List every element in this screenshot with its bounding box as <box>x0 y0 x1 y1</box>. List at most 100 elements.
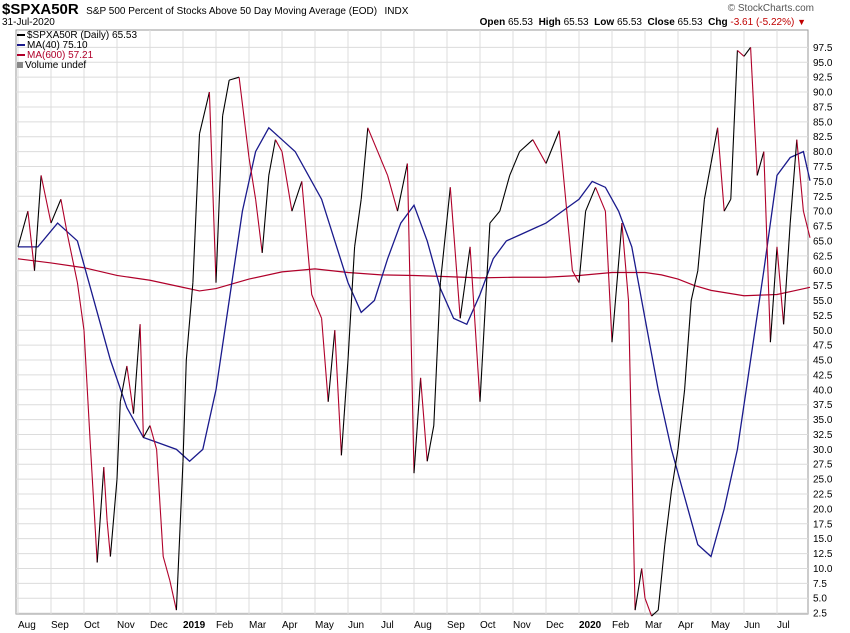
y-tick-label: 5.0 <box>813 594 827 605</box>
price-segment <box>634 568 643 611</box>
price-segment <box>756 151 765 176</box>
price-segment <box>657 544 666 611</box>
price-segment <box>697 199 705 271</box>
high-label: High <box>538 17 561 28</box>
price-segment <box>76 282 85 331</box>
y-tick-label: 10.0 <box>813 564 833 575</box>
price-segment <box>776 246 785 325</box>
price-segment <box>743 47 752 57</box>
y-tick-label: 47.5 <box>813 341 833 352</box>
price-segment <box>703 163 712 200</box>
change-value: -3.61 (-5.22%) <box>730 17 795 28</box>
price-segment <box>354 199 362 247</box>
x-tick-label: Oct <box>84 620 100 631</box>
y-tick-label: 52.5 <box>813 311 833 322</box>
price-segment <box>717 127 725 212</box>
x-tick-label: May <box>315 620 334 631</box>
chart-header: $SPXA50R S&P 500 Percent of Stocks Above… <box>0 0 850 30</box>
price-segment <box>327 330 336 402</box>
price-segment <box>60 199 69 236</box>
price-segment <box>156 449 164 557</box>
down-triangle-icon: ▼ <box>797 17 806 27</box>
chart-legend: $SPXA50R (Daily) 65.53 MA(40) 75.10 MA(6… <box>17 31 137 71</box>
ohlc-readout: Open 65.53 High 65.53 Low 65.53 Close 65… <box>480 17 806 28</box>
price-segment <box>670 449 679 492</box>
price-segment <box>763 151 771 343</box>
price-segment <box>119 365 128 402</box>
price-segment <box>651 609 659 617</box>
legend-ma600-label: MA(600) 57.21 <box>27 50 94 61</box>
price-segment <box>162 556 171 581</box>
y-tick-label: 32.5 <box>813 430 833 441</box>
price-segment <box>684 300 692 390</box>
legend-ma40: MA(40) 75.10 <box>17 41 137 51</box>
x-tick-label: Dec <box>546 620 564 631</box>
x-tick-label: Aug <box>18 620 36 631</box>
open-value: 65.53 <box>507 17 533 28</box>
x-tick-label: Mar <box>249 620 267 631</box>
x-tick-label: Jun <box>348 620 364 631</box>
price-segment <box>33 175 42 271</box>
x-tick-label: Aug <box>414 620 432 631</box>
price-segment <box>571 270 580 283</box>
price-segment <box>519 139 534 153</box>
x-tick-label: Sep <box>51 620 69 631</box>
price-segment <box>420 377 428 462</box>
x-tick-label: 2019 <box>183 620 206 631</box>
x-tick-label: Jul <box>381 620 394 631</box>
brand-label: © StockCharts.com <box>727 3 814 14</box>
x-tick-label: Nov <box>513 620 531 631</box>
price-segment <box>103 467 108 521</box>
price-segment <box>126 365 135 414</box>
price-segment <box>106 520 111 557</box>
x-tick-label: Apr <box>282 620 298 631</box>
price-segment <box>192 133 201 283</box>
price-segment <box>27 211 36 271</box>
y-tick-label: 42.5 <box>813 370 833 381</box>
ma600-line <box>17 258 811 297</box>
price-segment <box>664 490 672 545</box>
y-tick-label: 20.0 <box>813 504 833 515</box>
legend-ma600: MA(600) 57.21 <box>17 51 137 61</box>
price-segment <box>90 449 98 563</box>
price-segment <box>116 401 121 480</box>
price-segment <box>274 139 283 152</box>
y-tick-label: 75.0 <box>813 177 833 188</box>
price-segment <box>558 130 573 271</box>
price-segment <box>796 139 804 212</box>
ticker-symbol: $SPXA50R <box>2 1 79 18</box>
change-label: Chg <box>708 17 728 28</box>
y-tick-label: 60.0 <box>813 266 833 277</box>
price-segment <box>621 223 630 301</box>
price-segment <box>367 127 379 152</box>
x-tick-label: Dec <box>150 620 168 631</box>
price-segment <box>449 187 461 319</box>
x-tick-label: Feb <box>216 620 234 631</box>
chart-date: 31-Jul-2020 <box>2 17 55 28</box>
price-segment <box>360 127 369 200</box>
price-segment <box>730 50 738 200</box>
y-tick-label: 45.0 <box>813 356 833 367</box>
price-segment <box>532 139 547 164</box>
exchange-label: INDX <box>384 6 409 17</box>
price-segment <box>96 467 105 563</box>
price-segment <box>238 77 250 158</box>
y-tick-label: 92.5 <box>813 73 833 84</box>
legend-price: $SPXA50R (Daily) 65.53 <box>17 31 137 41</box>
ticker-description: S&P 500 Percent of Stocks Above 50 Day M… <box>86 6 378 17</box>
y-tick-label: 40.0 <box>813 385 833 396</box>
price-segment <box>182 360 187 462</box>
y-tick-label: 97.5 <box>813 43 833 54</box>
price-segment <box>690 270 699 301</box>
y-tick-label: 37.5 <box>813 400 833 411</box>
price-segment <box>248 157 257 200</box>
price-segment <box>737 49 745 57</box>
price-segment <box>281 151 293 212</box>
legend-price-swatch <box>17 34 25 37</box>
price-segment <box>644 598 653 617</box>
volume-bars-icon <box>17 62 23 69</box>
y-tick-label: 62.5 <box>813 251 833 262</box>
price-segment <box>627 300 636 611</box>
price-segment <box>489 210 501 224</box>
